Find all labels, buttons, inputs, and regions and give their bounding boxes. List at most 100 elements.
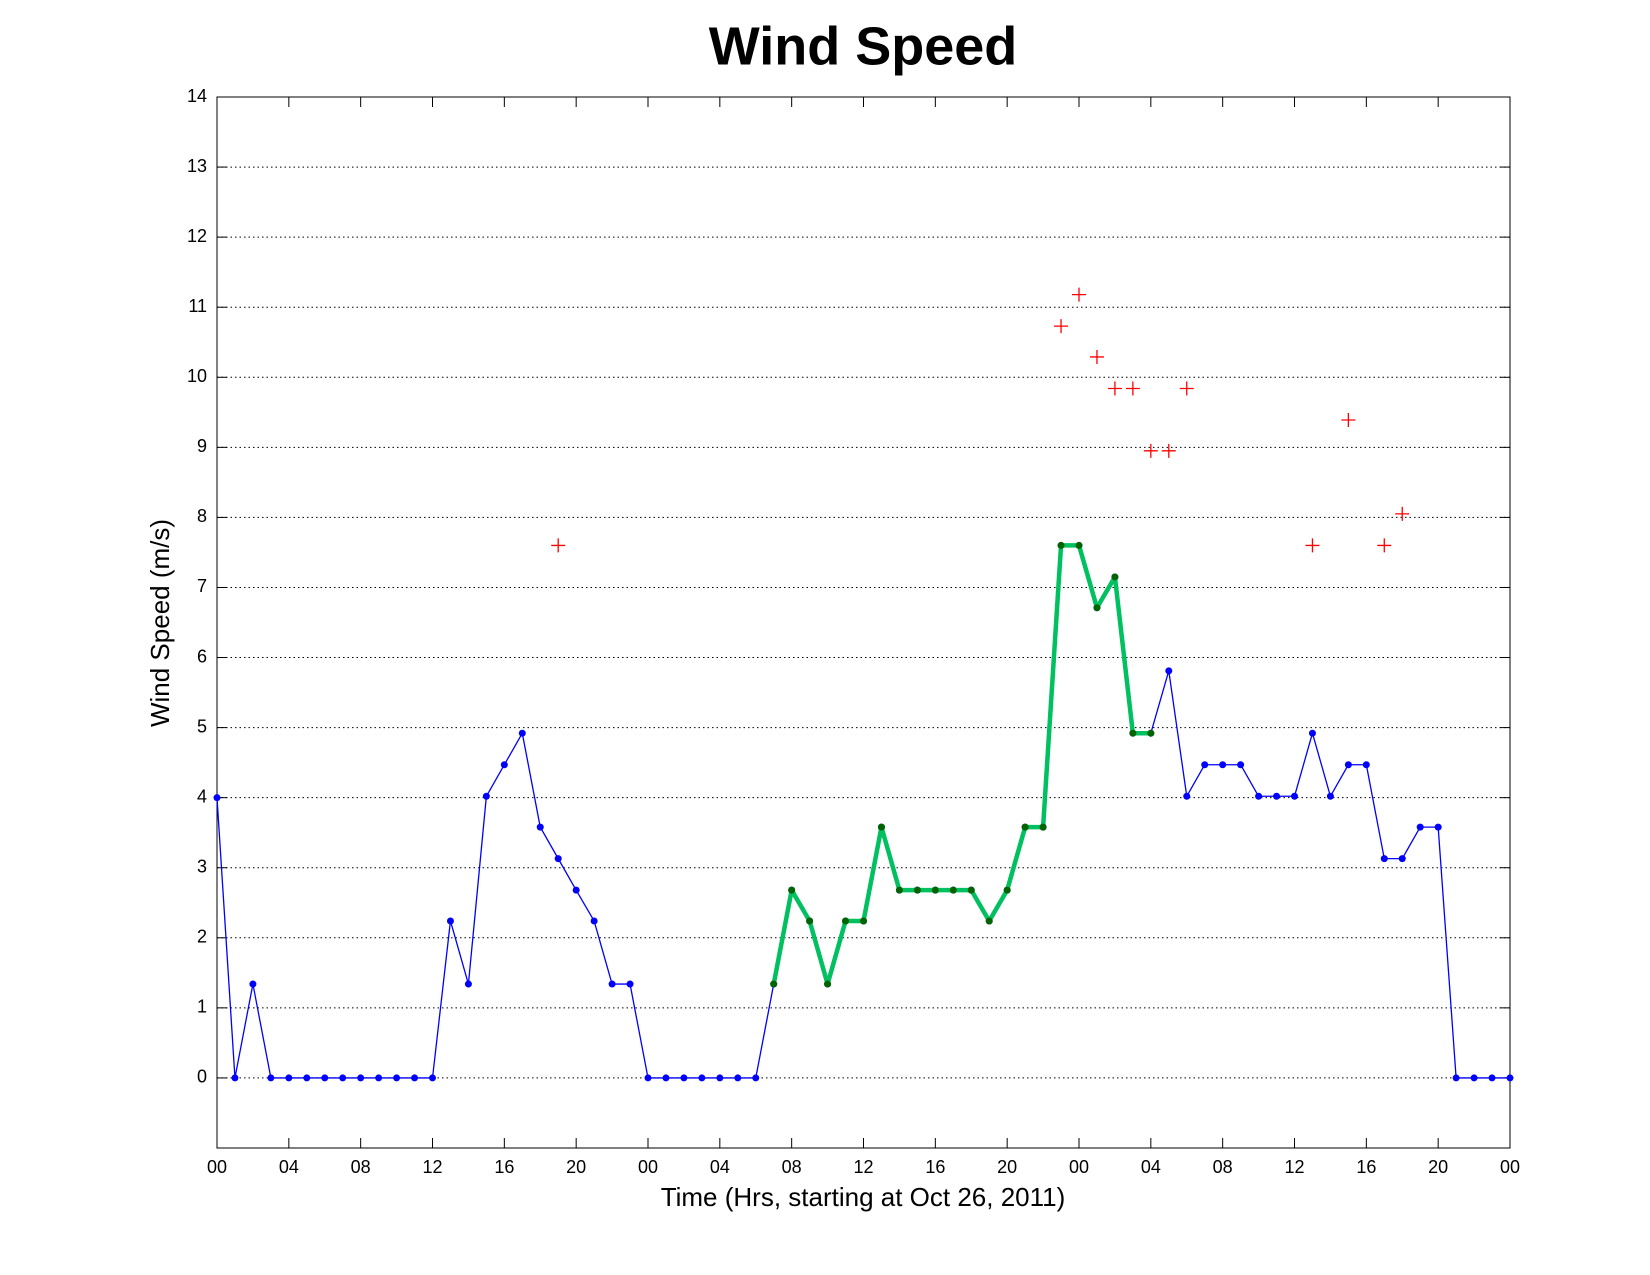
point — [1183, 792, 1191, 800]
point — [1344, 761, 1352, 769]
gust-marker — [1072, 287, 1086, 302]
point — [1380, 855, 1388, 863]
point — [321, 1074, 329, 1082]
x-tick-label: 16 — [925, 1157, 945, 1177]
chart-title: Wind Speed — [709, 16, 1018, 76]
point — [339, 1074, 347, 1082]
y-tick-label: 10 — [187, 366, 207, 386]
x-tick-label: 12 — [1284, 1157, 1304, 1177]
point — [877, 823, 885, 831]
point — [788, 886, 796, 894]
point — [1021, 823, 1029, 831]
point — [429, 1074, 436, 1082]
point — [1219, 761, 1227, 769]
point — [626, 980, 634, 988]
point — [895, 886, 903, 894]
point — [716, 1074, 724, 1082]
x-tick-label: 04 — [279, 1157, 299, 1177]
point — [572, 886, 580, 894]
point — [770, 980, 778, 988]
x-tick-label: 00 — [1069, 1157, 1089, 1177]
point — [662, 1074, 670, 1082]
point — [1326, 792, 1334, 800]
point — [1488, 1074, 1496, 1082]
x-tick-label: 00 — [638, 1157, 658, 1177]
series-line — [216, 544, 1510, 1079]
gust-marker — [1395, 506, 1410, 521]
point — [824, 980, 832, 988]
point — [1308, 729, 1316, 737]
y-tick-label: 13 — [187, 156, 207, 176]
point — [752, 1074, 760, 1082]
x-tick-label: 12 — [422, 1157, 442, 1177]
y-tick-label: 5 — [197, 716, 207, 736]
x-tick-label: 04 — [710, 1157, 730, 1177]
point — [1075, 541, 1083, 549]
gust-marker — [1125, 381, 1140, 396]
x-tick-label: 20 — [566, 1157, 586, 1177]
y-tick-label: 1 — [197, 997, 207, 1017]
point — [554, 855, 562, 863]
point — [1452, 1074, 1460, 1082]
y-tick-label: 12 — [187, 226, 207, 246]
point — [1201, 761, 1209, 769]
point — [1003, 886, 1011, 894]
point — [608, 980, 616, 988]
x-tick-label: 12 — [853, 1157, 873, 1177]
gust-marker — [551, 538, 566, 553]
point — [1255, 792, 1263, 800]
point — [985, 917, 993, 925]
point — [913, 886, 921, 894]
x-tick-label: 08 — [351, 1157, 371, 1177]
point — [1291, 792, 1298, 800]
series-line — [771, 543, 1151, 987]
x-tick-label: 08 — [1213, 1157, 1233, 1177]
y-tick-label: 2 — [197, 927, 207, 947]
y-tick-label: 3 — [197, 856, 207, 876]
y-tick-label: 6 — [197, 646, 207, 666]
y-tick-label: 8 — [197, 506, 207, 526]
point — [1470, 1074, 1478, 1082]
x-tick-label: 08 — [782, 1157, 802, 1177]
x-tick-label: 04 — [1141, 1157, 1161, 1177]
y-tick-label: 11 — [188, 296, 207, 316]
gust-marker — [1107, 381, 1122, 396]
point — [303, 1074, 311, 1082]
point — [518, 729, 526, 737]
point — [357, 1074, 365, 1082]
y-tick-label: 0 — [197, 1067, 207, 1087]
point — [842, 917, 850, 925]
point — [1362, 761, 1370, 769]
point — [1039, 823, 1047, 831]
point — [536, 823, 544, 831]
point — [1129, 729, 1137, 737]
point — [1273, 792, 1281, 800]
point — [734, 1074, 742, 1082]
point — [967, 886, 975, 894]
gust-marker — [1089, 349, 1104, 364]
point — [698, 1074, 706, 1082]
point — [249, 980, 257, 988]
point — [464, 980, 472, 988]
point — [446, 917, 454, 925]
x-axis-label: Time (Hrs, starting at Oct 26, 2011) — [661, 1182, 1066, 1212]
gust-marker — [1054, 319, 1069, 334]
point — [1237, 761, 1245, 769]
point — [680, 1074, 688, 1082]
point — [1434, 823, 1442, 831]
point — [1165, 667, 1173, 675]
x-tick-label: 00 — [1500, 1157, 1520, 1177]
point — [949, 886, 957, 894]
point — [1398, 855, 1406, 863]
point — [482, 792, 490, 800]
point — [285, 1074, 293, 1082]
point — [231, 1074, 239, 1082]
point — [644, 1074, 652, 1082]
point — [375, 1074, 383, 1082]
y-tick-label: 9 — [197, 436, 207, 456]
y-tick-label: 14 — [187, 86, 207, 106]
point — [590, 917, 598, 925]
y-tick-label: 7 — [197, 576, 207, 596]
